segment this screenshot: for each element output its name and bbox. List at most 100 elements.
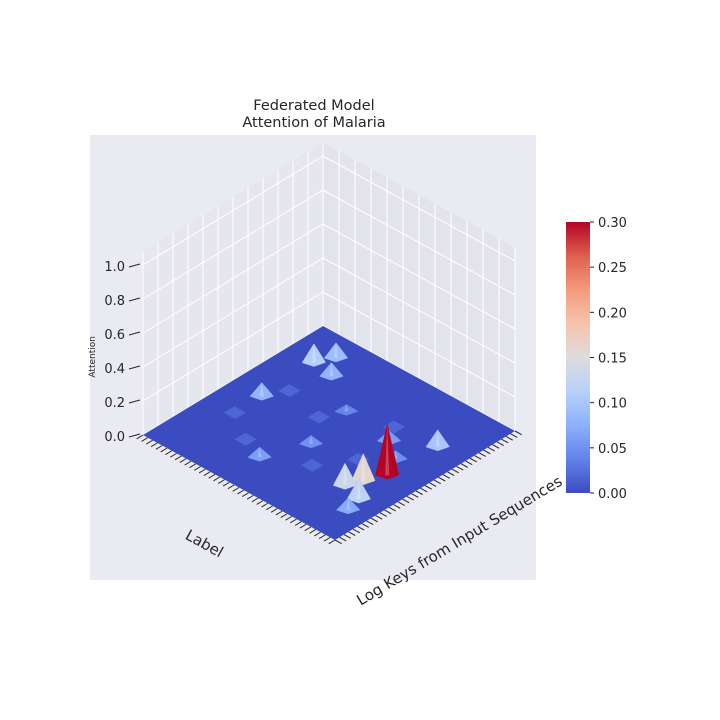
y-tick	[155, 445, 163, 450]
y-tick	[328, 539, 336, 545]
y-tick	[290, 518, 297, 524]
y-tick	[237, 489, 245, 495]
wall-grid-line	[142, 189, 516, 300]
y-tick	[232, 487, 240, 492]
surface-patch	[234, 432, 257, 446]
x-tick	[510, 433, 518, 438]
x-tick	[411, 493, 419, 498]
x-tick	[393, 504, 401, 509]
colorbar-tick-label: 0.30	[598, 216, 627, 231]
y-tick	[198, 468, 206, 474]
z-tick	[128, 297, 141, 302]
surface-floor	[143, 326, 515, 540]
z-tick	[128, 399, 141, 404]
colorbar-tick-label: 0.20	[598, 306, 627, 321]
y-tick	[256, 500, 264, 505]
z-tick-label: 0.0	[104, 430, 125, 445]
x-tick	[514, 430, 522, 436]
surface-peak-highlight	[311, 343, 316, 363]
x-tick	[366, 520, 374, 526]
colorbar-tick-label: 0.05	[598, 442, 627, 457]
surface-peak	[247, 446, 272, 462]
surface-peak-highlight	[257, 447, 262, 458]
x-tick	[388, 506, 396, 512]
surface-peak	[298, 435, 324, 449]
y-tick	[184, 460, 192, 466]
x-tick	[487, 446, 495, 452]
colorbar-tick-label: 0.10	[598, 397, 627, 412]
x-tick	[469, 457, 477, 463]
y-tick	[150, 442, 158, 448]
x-tick	[442, 474, 450, 479]
surface-peak	[249, 382, 274, 401]
y-tick	[314, 531, 321, 537]
y-tick	[323, 536, 331, 542]
wall-grid-line	[142, 291, 516, 402]
y-tick	[309, 529, 317, 534]
x-tick	[447, 471, 455, 476]
y-tick	[136, 434, 144, 440]
y-tick	[285, 515, 293, 521]
x-tick	[334, 539, 342, 545]
surface-peak-highlight	[385, 424, 390, 476]
x-tick	[496, 441, 504, 447]
chart-title-line1: Federated Model	[253, 98, 375, 114]
y-tick	[174, 455, 182, 461]
y-tick	[270, 508, 278, 513]
surface-peak-highlight	[346, 498, 351, 510]
x-tick	[339, 536, 347, 542]
y-tick	[294, 521, 302, 526]
z-tick-label: 0.8	[104, 294, 125, 309]
x-tick	[370, 517, 378, 523]
surface-peak-highlight	[361, 453, 366, 481]
x-tick	[420, 487, 428, 493]
y-tick	[165, 450, 173, 455]
y-tick	[299, 523, 307, 529]
y-tick	[227, 484, 235, 490]
y-tick	[222, 481, 230, 487]
x-tick	[352, 528, 360, 534]
y-tick	[179, 458, 187, 463]
x-tick	[415, 490, 423, 496]
surface-patch	[382, 420, 405, 434]
x-tick	[424, 485, 432, 490]
z-tick	[128, 433, 141, 438]
wall-grid-line	[142, 155, 516, 266]
y-tick	[251, 497, 259, 503]
z-tick-label: 1.0	[104, 260, 125, 275]
surface-peak-highlight	[334, 342, 338, 358]
x-tick	[433, 479, 441, 485]
surface-peak-highlight	[259, 382, 264, 397]
surface-peak	[334, 404, 359, 416]
x-tick	[379, 512, 387, 517]
y-tick	[280, 513, 288, 518]
x-tick	[429, 482, 437, 487]
x-tick	[483, 449, 491, 455]
chart-title-line2: Attention of Malaria	[242, 115, 386, 131]
x-tick	[460, 463, 468, 468]
x-tick	[406, 495, 414, 501]
x-tick	[456, 465, 464, 471]
wall-grid-line	[142, 223, 516, 334]
x-tick	[465, 460, 473, 466]
surface-peak	[425, 429, 450, 452]
x-tick	[397, 501, 405, 506]
y-tick	[160, 447, 168, 453]
y-tick	[266, 505, 273, 511]
x-tick	[348, 531, 356, 536]
surface-patch	[278, 384, 301, 397]
y-tick	[170, 452, 177, 458]
x-tick	[505, 436, 513, 441]
y-tick	[203, 471, 211, 476]
x-tick	[402, 498, 410, 504]
z-tick	[128, 331, 141, 336]
colorbar	[566, 222, 590, 493]
wall-grid-line	[142, 257, 516, 368]
x-tick	[375, 515, 383, 520]
surface-peak-highlight	[356, 478, 361, 500]
x-tick	[384, 509, 392, 515]
surface-peak-highlight	[343, 463, 347, 486]
y-tick	[194, 466, 201, 471]
x-tick	[438, 476, 446, 482]
surface-peak	[336, 497, 361, 515]
